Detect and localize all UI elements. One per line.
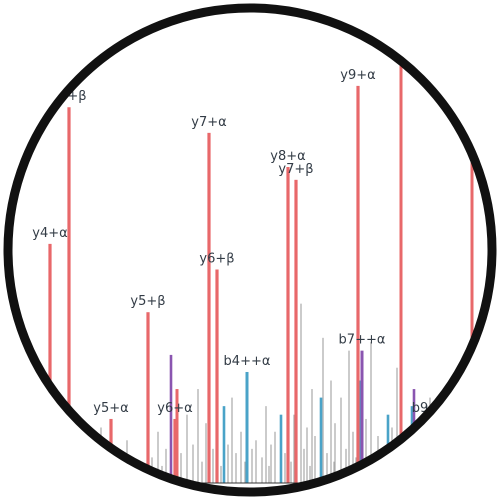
peak-bar-53 [251, 448, 253, 483]
peak-bar-77 [426, 465, 428, 483]
peak-bar-32 [306, 427, 308, 483]
peak-bar-13 [396, 367, 398, 483]
peak-label-10: b7++α [339, 333, 386, 348]
peak-bar-2 [46, 397, 50, 483]
peak-bar-70 [268, 465, 270, 483]
peak-bar-7 [358, 380, 362, 483]
peak-bar-75 [373, 461, 375, 483]
peak-label-3: y5+β [130, 294, 165, 309]
peak-bar-48 [180, 453, 182, 483]
labeled-peak-bar-3 [146, 312, 150, 483]
peak-bar-29 [255, 440, 257, 483]
peak-bar-20 [340, 397, 342, 483]
labeled-peak-bar-1 [48, 243, 52, 483]
peak-label-7: b4++α [224, 354, 271, 369]
peak-bar-47 [165, 448, 167, 483]
peak-bar-41 [434, 444, 436, 483]
peak-bar-72 [309, 465, 311, 483]
labeled-peak-bar-9 [294, 179, 298, 483]
labeled-peak-bar-7 [245, 371, 249, 483]
peak-bar-19 [330, 380, 332, 483]
peak-bar-14 [370, 342, 372, 483]
peak-bar-1 [470, 154, 474, 483]
peak-bar-3 [175, 389, 179, 483]
labeled-peak-bar-8 [286, 167, 290, 483]
peak-bar-40 [415, 431, 417, 483]
peak-bar-22 [440, 406, 442, 483]
peak-bar-65 [131, 470, 133, 483]
peak-bar-43 [89, 457, 91, 483]
peak-bar-62 [423, 457, 425, 483]
peak-bar-52 [235, 453, 237, 483]
labeled-peak-bar-6 [215, 269, 219, 483]
peak-bar-34 [334, 423, 336, 483]
peak-bar-28 [240, 431, 242, 483]
peak-bar-51 [227, 444, 229, 483]
peak-bar-15 [197, 389, 199, 483]
peak-bar-54 [261, 457, 263, 483]
peak-bar-4 [222, 406, 226, 483]
peak-bar-49 [192, 444, 194, 483]
peak-bar-30 [274, 431, 276, 483]
peak-bar-42 [449, 448, 451, 483]
peak-bar-0 [399, 56, 403, 483]
peak-bar-10 [300, 303, 302, 483]
peak-bar-16 [231, 397, 233, 483]
labeled-peak-bar-4 [173, 418, 177, 483]
peak-label-11: y9+α [340, 68, 375, 83]
peak-bar-38 [391, 427, 393, 483]
peak-bar-25 [157, 431, 159, 483]
labeled-peak-bar-10 [360, 350, 364, 483]
peak-bar-31 [293, 414, 295, 483]
peak-bar-50 [212, 448, 214, 483]
peak-label-8: y8+α [270, 149, 305, 164]
peak-bar-18 [311, 389, 313, 483]
peak-bar-63 [76, 465, 78, 483]
peak-bar-36 [365, 418, 367, 483]
peak-label-6: y6+β [199, 252, 234, 267]
peak-bar-64 [105, 461, 107, 483]
peak-bar-56 [284, 453, 286, 483]
peak-bar-33 [314, 436, 316, 483]
circular-frame [3, 3, 497, 497]
peak-bar-26 [186, 414, 188, 483]
peak-bar-68 [220, 465, 222, 483]
peak-bar-5 [279, 414, 283, 483]
peak-bar-69 [244, 461, 246, 483]
peak-bar-39 [405, 440, 407, 483]
peak-bar-11 [322, 337, 324, 483]
peak-label-5: y7+α [191, 115, 226, 130]
labeled-peak-bar-11 [356, 85, 360, 483]
peak-label-1: y4+α [32, 226, 67, 241]
peak-bar-35 [352, 431, 354, 483]
peak-bar-55 [270, 444, 272, 483]
peak-label-2: y5+α [93, 401, 128, 416]
annotated-peaks [46, 56, 474, 484]
peak-bar-12 [348, 350, 350, 483]
peak-bar-61 [383, 453, 385, 483]
labeled-peak-bar-0 [67, 107, 71, 484]
peak-bar-59 [345, 448, 347, 483]
peak-bar-67 [201, 461, 203, 483]
peak-bar-6 [319, 397, 323, 483]
peak-bar-78 [169, 354, 173, 483]
peak-bar-57 [303, 448, 305, 483]
labeled-peak-bar-5 [207, 132, 211, 484]
peak-bar-71 [290, 461, 292, 483]
peak-bar-58 [326, 453, 328, 483]
peak-label-4: y6+α [157, 401, 192, 416]
peak-bar-76 [394, 465, 396, 483]
peak-label-9: y7+β [278, 162, 313, 177]
peak-labels: y4+βy4+αy5+αy5+βy6+αy7+αy6+βb4++αy8+αy7+… [32, 68, 428, 416]
peak-bar-17 [265, 406, 267, 483]
peak-bar-27 [205, 423, 207, 483]
